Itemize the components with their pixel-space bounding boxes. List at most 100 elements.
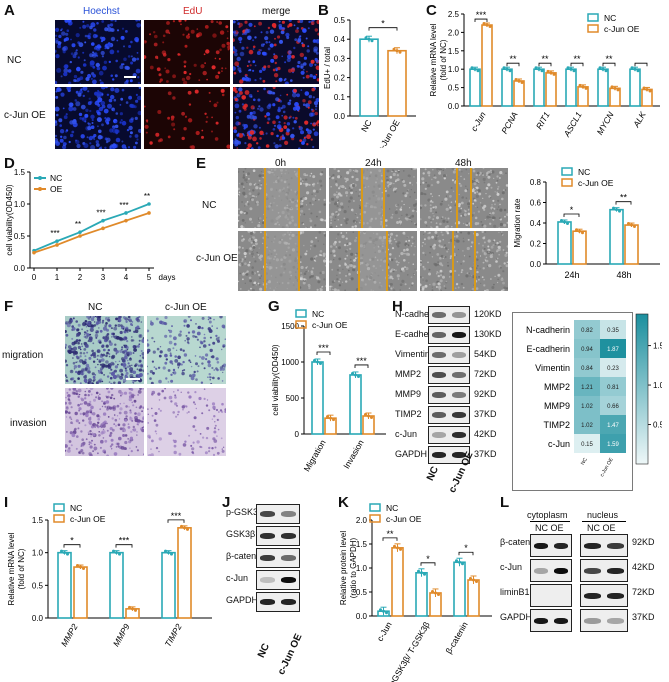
heatmap-cell bbox=[574, 396, 600, 415]
cell-dot bbox=[451, 225, 453, 228]
cell-dot bbox=[87, 433, 90, 435]
cell-dot bbox=[224, 410, 226, 413]
cell-dot bbox=[106, 328, 109, 332]
cell-dot bbox=[350, 277, 354, 281]
blot-strip bbox=[530, 534, 572, 557]
cell-dot bbox=[473, 199, 477, 202]
cell-dot bbox=[145, 119, 149, 122]
cell-dot bbox=[185, 405, 188, 408]
cell-dot bbox=[93, 321, 96, 323]
cell-dot bbox=[208, 328, 212, 333]
cell-dot bbox=[428, 272, 431, 276]
replicate-dot bbox=[578, 83, 582, 87]
bar-c-Jun-c-Jun OE bbox=[481, 24, 493, 107]
cell-dot bbox=[130, 450, 133, 453]
cell-dot bbox=[120, 446, 123, 449]
cell-dot bbox=[303, 136, 306, 139]
cell-dot bbox=[124, 440, 128, 445]
point-OE bbox=[78, 234, 82, 238]
cell-dot bbox=[117, 442, 120, 446]
cell-dot bbox=[68, 320, 72, 325]
cell-dot bbox=[201, 129, 204, 132]
cell-dot bbox=[96, 349, 101, 353]
heatmap-cell bbox=[574, 377, 600, 396]
cell-dot bbox=[159, 78, 163, 82]
replicate-dot bbox=[183, 526, 186, 530]
cell-dot bbox=[503, 286, 507, 290]
cell-dot bbox=[188, 103, 192, 106]
cell-dot bbox=[499, 266, 502, 269]
cell-dot bbox=[481, 224, 484, 227]
replicate-dot bbox=[392, 47, 396, 51]
cell-dot bbox=[334, 240, 337, 244]
cell-dot bbox=[486, 174, 488, 176]
cell-dot bbox=[68, 388, 71, 391]
cell-dot bbox=[311, 87, 315, 92]
cell-dot bbox=[75, 355, 79, 358]
heatmap-cell bbox=[600, 339, 626, 358]
cell-dot bbox=[287, 54, 292, 59]
cell-dot bbox=[252, 107, 255, 110]
cell-dot bbox=[190, 29, 195, 34]
cell-dot bbox=[471, 275, 475, 279]
cell-dot bbox=[312, 197, 316, 201]
cell-dot bbox=[309, 201, 312, 205]
cell-dot bbox=[411, 236, 414, 239]
cell-dot bbox=[190, 444, 193, 447]
cell-dot bbox=[137, 76, 140, 79]
cell-dot bbox=[169, 334, 172, 338]
cell-dot bbox=[126, 340, 129, 343]
replicate-dot bbox=[546, 69, 550, 73]
x-tick-label: 2 bbox=[78, 273, 83, 282]
cell-dot bbox=[99, 378, 103, 382]
cell-dot bbox=[259, 258, 262, 261]
cell-dot bbox=[188, 395, 192, 399]
cell-dot bbox=[482, 177, 486, 181]
cell-dot bbox=[216, 418, 220, 422]
cell-dot bbox=[238, 280, 240, 283]
cell-dot bbox=[128, 318, 132, 322]
cell-dot bbox=[217, 71, 221, 74]
cell-dot bbox=[67, 398, 70, 401]
cell-dot bbox=[285, 131, 290, 136]
cell-dot bbox=[110, 368, 113, 371]
cell-dot bbox=[123, 391, 128, 395]
cell-dot bbox=[106, 137, 111, 143]
cell-dot bbox=[218, 21, 222, 25]
wound-gap bbox=[265, 231, 299, 291]
cell-dot bbox=[277, 66, 281, 71]
cell-dot bbox=[348, 242, 352, 246]
y-tick-label: 0.0 bbox=[530, 260, 542, 269]
cell-dot bbox=[155, 433, 158, 435]
wound-gap bbox=[359, 231, 387, 291]
cell-dot bbox=[330, 225, 333, 228]
cell-dot bbox=[303, 278, 306, 281]
blot-strip bbox=[530, 584, 572, 607]
cell-dot bbox=[134, 364, 137, 368]
cell-dot bbox=[408, 262, 410, 264]
cell-dot bbox=[313, 122, 316, 125]
cell-dot bbox=[179, 330, 182, 333]
cell-dot bbox=[246, 65, 249, 67]
cell-dot bbox=[462, 222, 465, 225]
cell-dot bbox=[427, 216, 431, 219]
cell-dot bbox=[147, 422, 149, 424]
heatmap-value: 0.35 bbox=[607, 328, 619, 334]
speckles bbox=[55, 20, 141, 84]
cell-dot bbox=[92, 360, 96, 363]
cell-dot bbox=[258, 21, 262, 26]
cell-dot bbox=[132, 352, 135, 354]
cell-dot bbox=[113, 98, 117, 102]
cell-dot bbox=[192, 373, 196, 378]
cell-dot bbox=[181, 371, 185, 376]
cell-dot bbox=[78, 339, 81, 342]
cell-dot bbox=[85, 438, 88, 441]
replicate-dot bbox=[601, 67, 605, 71]
cell-dot bbox=[126, 348, 129, 351]
cell-dot bbox=[388, 288, 391, 291]
cell-dot bbox=[110, 87, 115, 92]
cell-dot bbox=[125, 79, 129, 83]
cell-dot bbox=[329, 285, 332, 288]
cell-dot bbox=[112, 406, 115, 409]
cell-dot bbox=[388, 208, 391, 210]
